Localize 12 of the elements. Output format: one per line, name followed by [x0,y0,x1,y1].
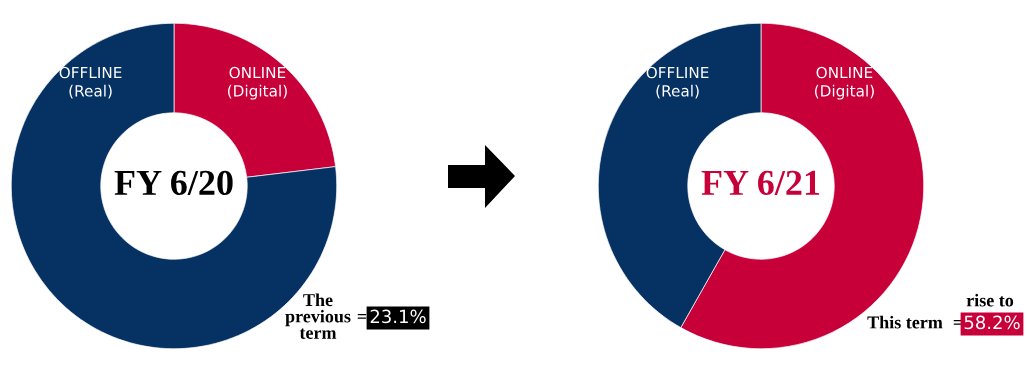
text: FY 6/20 [114,170,233,196]
slice-label: ONLINE (Digital) [228,66,287,100]
text: The previous term [285,293,351,339]
text: = [357,313,367,319]
text: 58.2% [964,315,1020,330]
slice-label: ONLINE (Digital) [815,66,874,100]
text: 23.1% [370,309,426,324]
slice-label: OFFLINE (Real) [59,66,122,99]
text: This term [867,315,943,329]
text: FY 6/21 [701,170,820,196]
slice-label: OFFLINE (Real) [646,66,709,99]
text: rise to [966,293,1014,307]
